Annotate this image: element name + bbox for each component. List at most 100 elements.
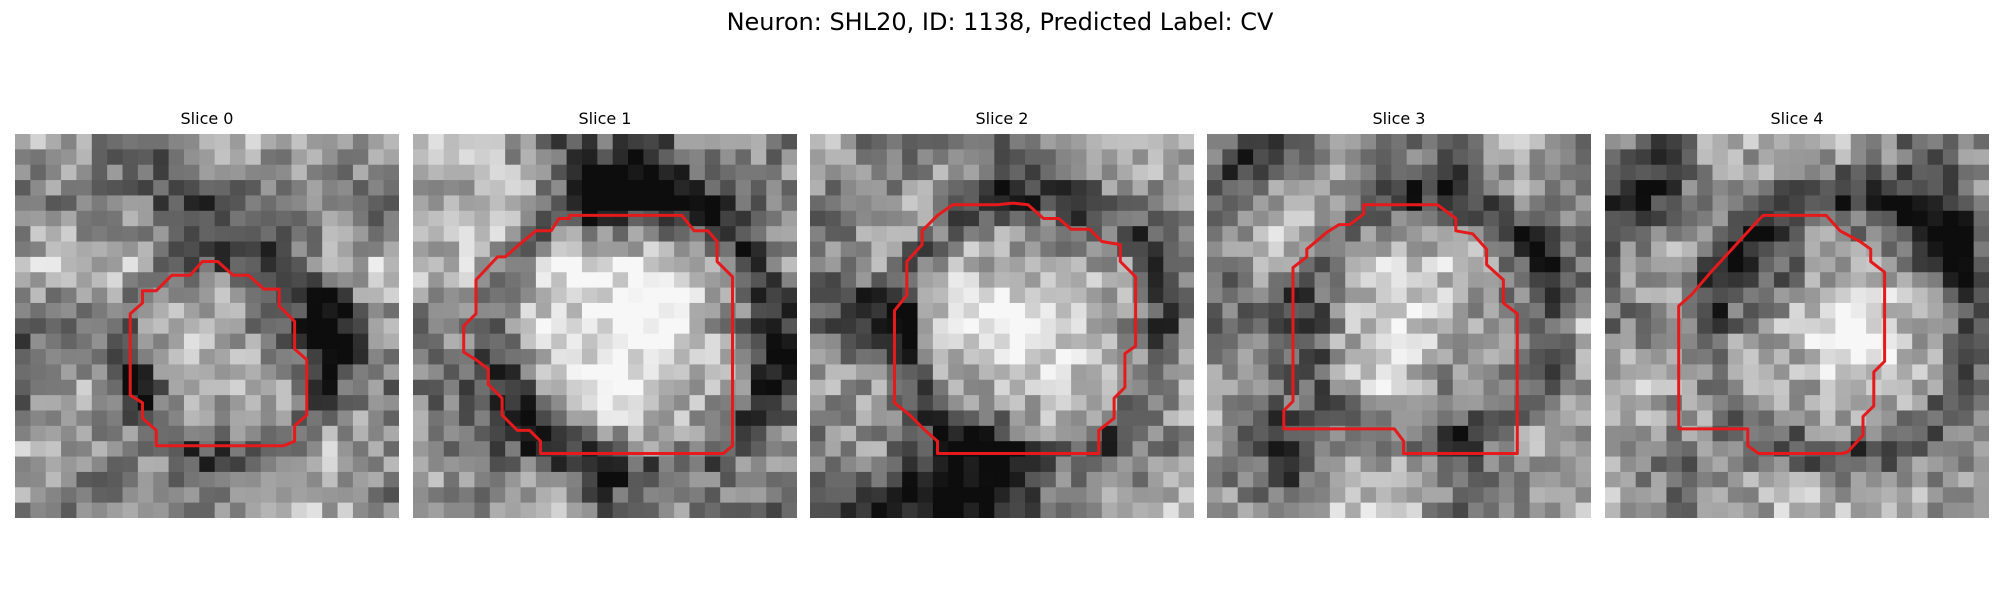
image-pixel (720, 164, 737, 181)
image-pixel (840, 180, 857, 197)
image-pixel (1850, 379, 1867, 396)
image-pixel (1345, 210, 1362, 227)
image-pixel (1422, 226, 1438, 243)
image-pixel (260, 395, 277, 412)
image-pixel (750, 441, 767, 458)
image-pixel (551, 272, 568, 289)
image-pixel (1881, 487, 1898, 504)
image-pixel (1820, 180, 1836, 197)
image-pixel (1101, 256, 1118, 273)
image-pixel (750, 241, 767, 258)
image-pixel (337, 471, 354, 488)
image-pixel (45, 364, 62, 381)
image-pixel (689, 318, 706, 335)
image-pixel (1544, 134, 1561, 150)
image-pixel (520, 272, 537, 289)
image-pixel (1268, 395, 1285, 412)
image-pixel (505, 502, 522, 518)
image-pixel (1773, 180, 1790, 197)
image-pixel (1666, 241, 1683, 258)
image-pixel (168, 302, 185, 319)
image-pixel (1071, 134, 1088, 150)
image-pixel (674, 149, 691, 166)
image-pixel (689, 241, 706, 258)
image-pixel (1575, 333, 1591, 350)
image-pixel (1896, 379, 1913, 396)
image-pixel (459, 410, 476, 427)
image-pixel (1268, 487, 1285, 504)
image-pixel (581, 318, 598, 335)
image-pixel (276, 471, 293, 488)
image-pixel (1866, 272, 1883, 289)
image-pixel (61, 364, 78, 381)
image-pixel (1268, 195, 1285, 212)
image-pixel (535, 210, 552, 227)
image-pixel (1544, 180, 1561, 197)
image-pixel (597, 164, 614, 181)
image-pixel (886, 272, 903, 289)
image-pixel (1483, 502, 1500, 518)
image-pixel (1850, 318, 1867, 335)
image-pixel (1804, 180, 1821, 197)
image-pixel (1820, 272, 1836, 289)
image-pixel (1207, 287, 1223, 304)
image-pixel (1866, 349, 1883, 365)
image-pixel (1850, 210, 1867, 227)
image-pixel (1268, 379, 1285, 396)
image-pixel (352, 195, 369, 212)
image-pixel (674, 302, 691, 319)
image-pixel (1283, 180, 1300, 197)
image-pixel (1406, 164, 1423, 181)
image-pixel (1375, 456, 1392, 473)
image-pixel (1912, 333, 1929, 350)
image-pixel (1743, 210, 1760, 227)
image-pixel (1055, 379, 1072, 396)
image-pixel (902, 502, 919, 518)
image-pixel (643, 256, 660, 273)
image-pixel (1207, 471, 1223, 488)
image-pixel (15, 456, 31, 473)
image-pixel (674, 241, 691, 258)
image-pixel (825, 210, 842, 227)
image-pixel (1651, 502, 1668, 518)
image-pixel (1727, 502, 1744, 518)
image-pixel (886, 134, 903, 150)
image-pixel (489, 226, 506, 243)
image-pixel (489, 302, 506, 319)
image-pixel (963, 425, 980, 442)
image-pixel (735, 241, 752, 258)
image-pixel (643, 180, 660, 197)
image-pixel (15, 241, 31, 258)
image-pixel (1375, 256, 1392, 273)
image-pixel (994, 164, 1011, 181)
image-pixel (1804, 149, 1821, 166)
image-pixel (1299, 226, 1316, 243)
image-pixel (1620, 333, 1637, 350)
image-pixel (1773, 302, 1790, 319)
image-pixel (1605, 487, 1621, 504)
image-pixel (199, 302, 216, 319)
image-pixel (689, 210, 706, 227)
image-pixel (535, 364, 552, 381)
image-pixel (1758, 349, 1775, 365)
image-pixel (1437, 302, 1454, 319)
image-pixel (1605, 149, 1621, 166)
image-pixel (1055, 333, 1072, 350)
image-pixel (459, 456, 476, 473)
image-pixel (1422, 302, 1438, 319)
image-pixel (735, 195, 752, 212)
image-pixel (413, 425, 429, 442)
image-pixel (628, 164, 644, 181)
image-pixel (597, 425, 614, 442)
image-pixel (1697, 349, 1714, 365)
image-pixel (1132, 379, 1149, 396)
image-pixel (1681, 333, 1698, 350)
image-pixel (1101, 349, 1118, 365)
image-pixel (1605, 318, 1621, 335)
image-pixel (810, 272, 826, 289)
image-pixel (199, 149, 216, 166)
image-pixel (1712, 441, 1729, 458)
image-pixel (1163, 471, 1180, 488)
image-pixel (856, 379, 873, 396)
image-pixel (1483, 302, 1500, 319)
